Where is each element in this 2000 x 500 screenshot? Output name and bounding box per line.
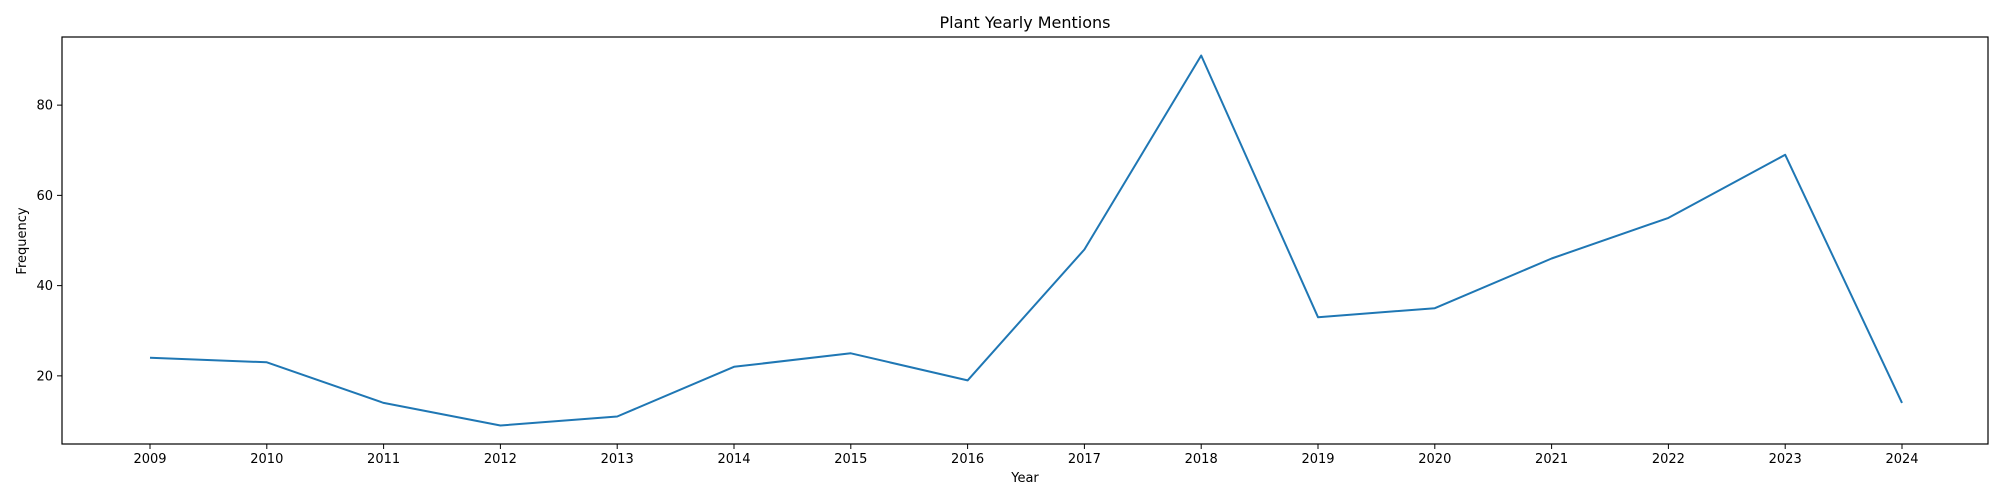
x-tick-label: 2020 [1418, 452, 1451, 467]
x-tick-label: 2014 [717, 452, 750, 467]
x-axis-title: Year [1010, 471, 1039, 486]
series-line [149, 54, 1903, 427]
x-tick-label: 2012 [484, 452, 517, 467]
x-tick-label: 2010 [250, 452, 283, 467]
x-tick-label: 2016 [951, 452, 984, 467]
plot-area-frame [61, 36, 1989, 445]
y-tick-label: 40 [36, 279, 53, 294]
x-tick-label: 2018 [1185, 452, 1218, 467]
series-layer [149, 54, 1903, 427]
x-tick-label: 2024 [1885, 452, 1918, 467]
x-tick-label: 2023 [1769, 452, 1802, 467]
x-axis: 2009 2010 2011 2012 2013 2014 2015 2016 2017 2018… [133, 444, 1919, 467]
y-tick-label: 80 [36, 99, 53, 114]
x-tick-label: 2013 [601, 452, 634, 467]
y-axis-title: Frequency [15, 207, 30, 274]
x-tick-label: 2015 [834, 452, 867, 467]
y-tick-label: 20 [36, 369, 53, 384]
y-tick-label: 60 [36, 189, 53, 204]
chart-title: Plant Yearly Mentions [939, 13, 1110, 32]
x-tick-label: 2022 [1652, 452, 1685, 467]
x-tick-label: 2011 [367, 452, 400, 467]
x-tick-label: 2021 [1535, 452, 1568, 467]
x-tick-label: 2019 [1301, 452, 1334, 467]
x-tick-label: 2017 [1068, 452, 1101, 467]
x-tick-label: 2009 [133, 452, 166, 467]
y-axis: 20 40 60 80 [36, 99, 62, 384]
